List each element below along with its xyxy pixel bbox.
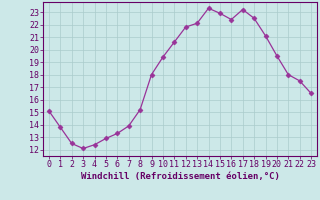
X-axis label: Windchill (Refroidissement éolien,°C): Windchill (Refroidissement éolien,°C) bbox=[81, 172, 279, 181]
